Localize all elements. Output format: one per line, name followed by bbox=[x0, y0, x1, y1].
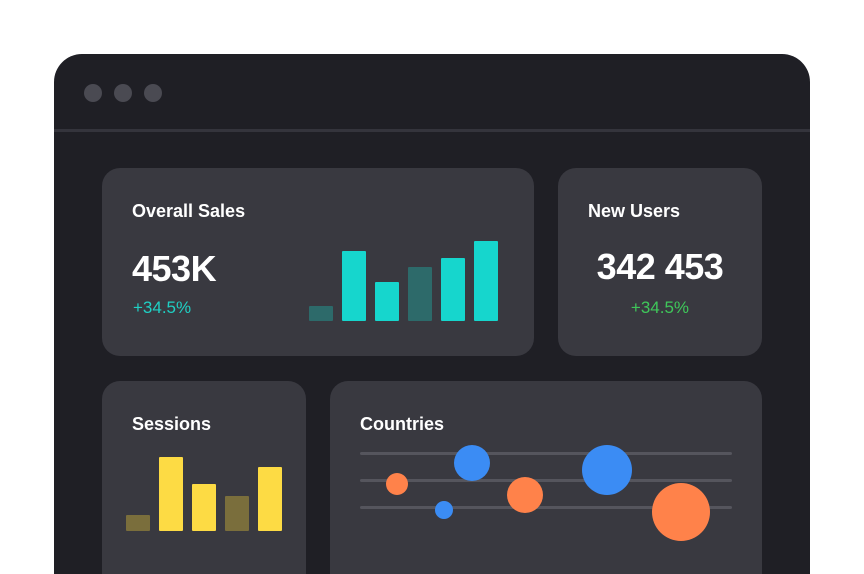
overall-sales-bar bbox=[309, 306, 333, 321]
countries-grid-line bbox=[360, 452, 732, 455]
new-users-value: 342 453 bbox=[596, 246, 724, 287]
countries-grid-line bbox=[360, 506, 732, 509]
countries-card[interactable]: Countries bbox=[330, 381, 762, 574]
overall-sales-bar bbox=[375, 282, 399, 321]
overall-sales-bar bbox=[441, 258, 465, 321]
country-bubble-blue-small bbox=[435, 501, 453, 519]
window-close-dot[interactable] bbox=[84, 84, 102, 102]
sessions-card[interactable]: Sessions bbox=[102, 381, 306, 574]
window-minimize-dot[interactable] bbox=[114, 84, 132, 102]
new-users-change: +34.5% bbox=[630, 298, 690, 317]
sessions-bar bbox=[225, 496, 249, 531]
country-bubble-orange-large bbox=[652, 483, 710, 541]
new-users-title: New Users bbox=[588, 201, 681, 221]
country-bubble-orange-small bbox=[386, 473, 408, 495]
overall-sales-bar bbox=[342, 251, 366, 321]
sessions-bar bbox=[192, 484, 216, 531]
sessions-bar bbox=[126, 515, 150, 531]
countries-title: Countries bbox=[360, 414, 445, 434]
app-window: Overall Sales 453K +34.5% New Users 342 … bbox=[54, 54, 810, 574]
sessions-title: Sessions bbox=[132, 414, 212, 434]
country-bubble-blue-large bbox=[582, 445, 632, 495]
overall-sales-value: 453K bbox=[132, 248, 217, 289]
window-titlebar bbox=[54, 54, 810, 132]
new-users-card[interactable]: New Users 342 453 +34.5% bbox=[558, 168, 762, 356]
countries-grid-line bbox=[360, 479, 732, 482]
overall-sales-bar bbox=[474, 241, 498, 321]
overall-sales-bar bbox=[408, 267, 432, 321]
overall-sales-card[interactable]: Overall Sales 453K +34.5% bbox=[102, 168, 534, 356]
overall-sales-title: Overall Sales bbox=[132, 201, 246, 221]
overall-sales-change: +34.5% bbox=[133, 298, 192, 317]
country-bubble-blue-medium bbox=[454, 445, 490, 481]
sessions-bar bbox=[159, 457, 183, 531]
window-maximize-dot[interactable] bbox=[144, 84, 162, 102]
country-bubble-orange-medium bbox=[507, 477, 543, 513]
sessions-bar bbox=[258, 467, 282, 531]
